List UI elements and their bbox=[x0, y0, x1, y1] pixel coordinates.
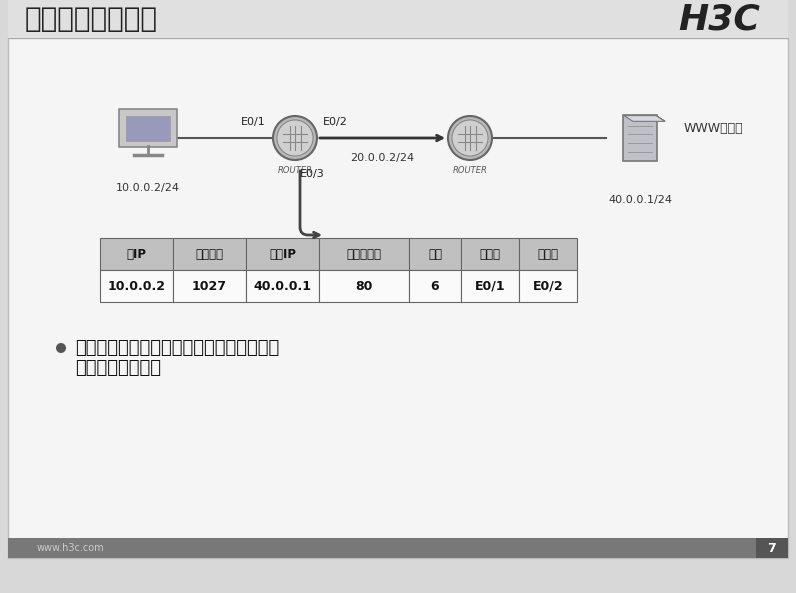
Text: 协议: 协议 bbox=[428, 247, 442, 260]
Text: 元组信息而生成的: 元组信息而生成的 bbox=[75, 359, 161, 377]
FancyBboxPatch shape bbox=[756, 538, 788, 558]
Text: E0/2: E0/2 bbox=[533, 279, 564, 292]
FancyBboxPatch shape bbox=[119, 109, 177, 148]
Circle shape bbox=[277, 120, 313, 156]
Text: H3C: H3C bbox=[678, 2, 760, 36]
FancyBboxPatch shape bbox=[100, 238, 173, 270]
Text: E0/1: E0/1 bbox=[474, 279, 505, 292]
FancyBboxPatch shape bbox=[319, 270, 409, 302]
Text: WWW服务器: WWW服务器 bbox=[684, 122, 743, 135]
FancyBboxPatch shape bbox=[519, 238, 577, 270]
Text: 源IP: 源IP bbox=[127, 247, 146, 260]
FancyBboxPatch shape bbox=[246, 238, 319, 270]
FancyBboxPatch shape bbox=[8, 38, 788, 558]
FancyBboxPatch shape bbox=[461, 270, 519, 302]
FancyBboxPatch shape bbox=[461, 238, 519, 270]
Text: 目的端口号: 目的端口号 bbox=[346, 247, 381, 260]
Text: 快速转发表是根据数据流中第一个报文的五: 快速转发表是根据数据流中第一个报文的五 bbox=[75, 339, 279, 357]
FancyBboxPatch shape bbox=[8, 538, 788, 558]
Text: 10.0.0.2/24: 10.0.0.2/24 bbox=[116, 183, 180, 193]
Text: 快速转发表的生成: 快速转发表的生成 bbox=[25, 5, 158, 33]
Text: 1027: 1027 bbox=[192, 279, 227, 292]
FancyBboxPatch shape bbox=[100, 270, 173, 302]
Text: 目的IP: 目的IP bbox=[269, 247, 296, 260]
Circle shape bbox=[56, 343, 66, 353]
FancyBboxPatch shape bbox=[519, 270, 577, 302]
Text: E0/3: E0/3 bbox=[300, 169, 325, 179]
FancyBboxPatch shape bbox=[173, 238, 246, 270]
FancyBboxPatch shape bbox=[623, 114, 657, 161]
Text: 6: 6 bbox=[431, 279, 439, 292]
FancyBboxPatch shape bbox=[409, 270, 461, 302]
Text: ROUTER: ROUTER bbox=[278, 166, 313, 175]
FancyBboxPatch shape bbox=[246, 270, 319, 302]
Circle shape bbox=[448, 116, 492, 160]
Text: www.h3c.com: www.h3c.com bbox=[36, 543, 103, 553]
Text: 20.0.0.2/24: 20.0.0.2/24 bbox=[350, 153, 415, 163]
Text: 40.0.0.1/24: 40.0.0.1/24 bbox=[608, 195, 672, 205]
Text: 7: 7 bbox=[767, 541, 776, 554]
FancyBboxPatch shape bbox=[126, 116, 170, 141]
Text: E0/2: E0/2 bbox=[322, 117, 347, 127]
Circle shape bbox=[452, 120, 488, 156]
FancyBboxPatch shape bbox=[173, 270, 246, 302]
Text: 80: 80 bbox=[355, 279, 373, 292]
FancyBboxPatch shape bbox=[319, 238, 409, 270]
Text: 入端口: 入端口 bbox=[479, 247, 501, 260]
Text: 出端口: 出端口 bbox=[537, 247, 559, 260]
Polygon shape bbox=[656, 116, 665, 122]
Text: 源端口号: 源端口号 bbox=[196, 247, 224, 260]
Text: ROUTER: ROUTER bbox=[453, 166, 487, 175]
FancyBboxPatch shape bbox=[8, 0, 788, 38]
Text: 40.0.0.1: 40.0.0.1 bbox=[253, 279, 311, 292]
FancyBboxPatch shape bbox=[409, 238, 461, 270]
Text: E0/1: E0/1 bbox=[240, 117, 265, 127]
Polygon shape bbox=[624, 116, 665, 122]
Text: 10.0.0.2: 10.0.0.2 bbox=[107, 279, 166, 292]
Circle shape bbox=[273, 116, 317, 160]
